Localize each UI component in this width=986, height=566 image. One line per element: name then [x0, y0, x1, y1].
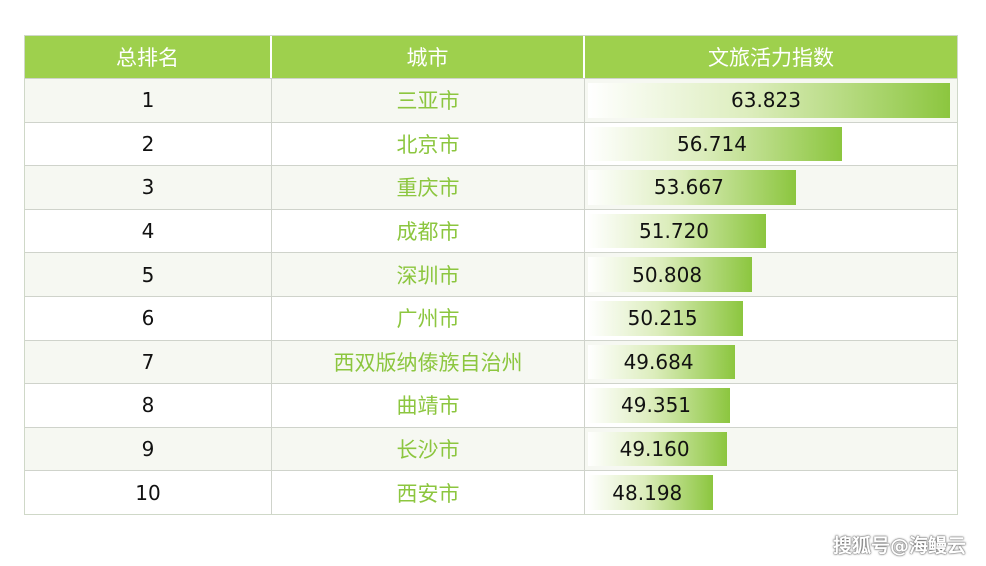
index-bar: [588, 475, 713, 510]
table-row: 10 西安市 48.198: [25, 470, 957, 514]
rank-cell: 10: [25, 471, 272, 514]
table-row: 1 三亚市 63.823: [25, 78, 957, 122]
index-bar: [588, 431, 728, 467]
index-bar: [588, 170, 796, 205]
watermark: 搜狐号@海鳗云: [832, 535, 966, 557]
index-cell: 48.198: [585, 471, 957, 514]
table-row: 8 曲靖市 49.351: [25, 383, 957, 427]
index-bar: [588, 344, 736, 380]
table-body: 1 三亚市 63.823 2 北京市 56.714 3 重庆市 53.667 4 成都市 51.720…: [25, 78, 957, 514]
table-row: 9 长沙市 49.160: [25, 426, 957, 471]
city-cell: 重庆市: [272, 166, 585, 209]
index-value: 53.667: [653, 175, 724, 200]
index-cell: 51.720: [585, 210, 957, 253]
rank-cell: 9: [25, 427, 272, 471]
rank-cell: 4: [25, 209, 272, 253]
index-value: 49.351: [621, 393, 692, 418]
index-bar: [588, 388, 731, 423]
rank-cell: 8: [25, 384, 272, 427]
index-cell: 49.160: [585, 428, 957, 471]
index-cell: 50.215: [585, 297, 957, 340]
rank-cell: 5: [25, 253, 272, 296]
index-value: 50.215: [627, 306, 698, 331]
index-bar: [588, 300, 744, 336]
index-bar: [588, 213, 767, 249]
index-cell: 53.667: [585, 166, 957, 209]
index-value: 49.684: [623, 349, 694, 374]
index-bar: [588, 257, 753, 292]
rank-cell: 2: [25, 122, 272, 166]
city-cell: 长沙市: [272, 427, 585, 471]
city-cell: 西双版纳傣族自治州: [272, 340, 585, 384]
city-cell: 曲靖市: [272, 384, 585, 427]
city-cell: 深圳市: [272, 253, 585, 296]
table-header: 总排名 城市 文旅活力指数: [25, 36, 957, 78]
index-value: 50.808: [632, 262, 703, 287]
city-cell: 成都市: [272, 209, 585, 253]
rank-cell: 6: [25, 296, 272, 340]
city-cell: 西安市: [272, 471, 585, 514]
table-row: 5 深圳市 50.808: [25, 252, 957, 296]
header-rank: 总排名: [25, 36, 272, 78]
index-value: 48.198: [612, 480, 683, 505]
table-row: 3 重庆市 53.667: [25, 165, 957, 209]
header-city: 城市: [272, 36, 585, 78]
rank-cell: 7: [25, 340, 272, 384]
city-cell: 北京市: [272, 122, 585, 166]
table-row: 6 广州市 50.215: [25, 295, 957, 340]
rank-cell: 1: [25, 79, 272, 122]
index-value: 63.823: [731, 88, 801, 113]
index-value: 56.714: [676, 131, 747, 156]
city-cell: 广州市: [272, 296, 585, 340]
table-row: 2 北京市 56.714: [25, 121, 957, 166]
city-cell: 三亚市: [272, 79, 585, 122]
table-row: 7 西双版纳傣族自治州 49.684: [25, 339, 957, 384]
index-cell: 49.351: [585, 384, 957, 427]
index-bar: [588, 83, 950, 118]
ranking-table: 总排名 城市 文旅活力指数 1 三亚市 63.823 2 北京市 56.714 3 重庆市 53…: [24, 35, 958, 515]
header-index: 文旅活力指数: [708, 46, 834, 70]
rank-cell: 3: [25, 166, 272, 209]
index-cell: 50.808: [585, 253, 957, 296]
table-row: 4 成都市 51.720: [25, 208, 957, 253]
index-cell: 63.823: [585, 79, 957, 122]
index-value: 51.720: [639, 219, 710, 244]
index-cell: 56.714: [585, 123, 957, 166]
index-cell: 49.684: [585, 341, 957, 384]
index-bar: [588, 126, 842, 162]
index-value: 49.160: [619, 437, 690, 462]
